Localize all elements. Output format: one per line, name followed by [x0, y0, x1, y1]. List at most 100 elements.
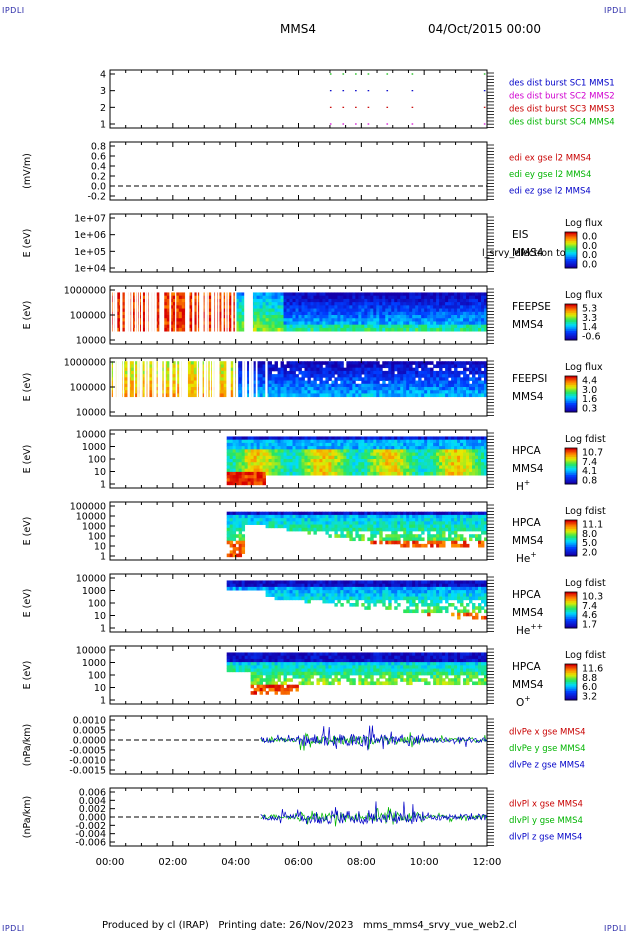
feepsi-spectrogram	[110, 358, 488, 416]
hpca_he-instrument: HPCA	[512, 517, 542, 529]
hpca_hepp-cbar-tick: 7.4	[582, 601, 597, 612]
feepsi-cbar-cell	[565, 390, 577, 393]
hpca_o-spacecraft: MMS4	[512, 679, 544, 691]
hpca_hepp-cbar-cell	[565, 608, 577, 611]
burst-burst-mark	[483, 90, 486, 92]
feepse-cbar-cell	[565, 323, 577, 327]
x-tick-label-1: 02:00	[158, 857, 187, 868]
hpca_o-ytick-label: 10000	[76, 646, 106, 657]
divpi-ytick-label: 0.004	[79, 796, 106, 807]
eis-overlay-text: l_srvy_electron to	[482, 248, 566, 259]
hpca_h-ytick-label: 10	[94, 467, 106, 478]
hpca_hepp-spacecraft: MMS4	[512, 607, 544, 619]
feepse-cbar-cell	[565, 307, 577, 310]
burst-burst-mark	[411, 106, 414, 108]
hpca_he-ytick-label: 100000	[70, 502, 106, 513]
edi-ytick-label: 0.6	[91, 152, 106, 163]
hpca_he-ytick-label: 100	[88, 532, 106, 543]
hpca_h-cbar-cell	[565, 448, 577, 451]
hpca_hepp-cbar-tick: 4.6	[582, 610, 597, 621]
feepsi-cbar-title: Log flux	[565, 362, 603, 373]
hpca_h-cbar-cell	[565, 457, 577, 460]
burst-legend-1: des dist burst SC2 MMS2	[509, 92, 615, 102]
hpca_h-cbar-cell	[565, 464, 577, 467]
hpca_o-cbar-cell	[565, 667, 577, 670]
burst-ytick-label: 4	[100, 70, 106, 81]
eis-cbar-cell	[565, 251, 577, 255]
feepsi-cbar-cell	[565, 388, 577, 391]
feepsi-cbar-tick: 0.3	[582, 404, 597, 415]
burst-burst-mark	[411, 73, 414, 75]
eis-cbar-title: Log flux	[565, 218, 603, 229]
burst-burst-mark	[483, 73, 486, 75]
hpca_h-cbar-cell	[565, 467, 577, 471]
hpca_o-cbar-cell	[565, 676, 577, 679]
eis-cbar-cell	[565, 235, 577, 238]
divpi-legend-1: dlvPl y gse MMS4	[509, 816, 583, 826]
feepse-cbar-cell	[565, 332, 577, 336]
hpca_h-cbar-cell	[565, 473, 577, 476]
hpca_hepp-instrument: HPCA	[512, 589, 542, 601]
hpca_hepp-cbar-title: Log fdist	[565, 578, 606, 589]
feepse-cbar-cell	[565, 336, 577, 339]
corner-tag-tl: IPDLI	[2, 6, 25, 15]
hpca_h-instrument: HPCA	[512, 445, 542, 457]
burst-burst-mark	[483, 106, 486, 108]
eis-cbar-cell	[565, 233, 577, 237]
burst-ytick-label: 1	[100, 120, 106, 131]
edi-ytick-label: 0.0	[91, 182, 106, 193]
corner-tag-br: IPDLI	[604, 924, 627, 933]
feepse-cbar-cell	[565, 331, 577, 334]
feepsi-cbar-cell	[565, 385, 577, 388]
eis-cbar-cell	[565, 232, 577, 235]
hpca_o-cbar-tick: 11.6	[582, 664, 603, 675]
eis-cbar-cell	[565, 242, 577, 246]
feepse-cbar-cell	[565, 338, 577, 341]
burst-legend-2: des dist burst SC3 MMS3	[509, 104, 615, 114]
eis-cbar-tick: 0.0	[582, 232, 597, 243]
hpca_h-cbar-title: Log fdist	[565, 434, 606, 445]
hpca_he-cbar-frame	[564, 519, 578, 557]
divpi-legend-0: dlvPl x gse MMS4	[509, 799, 583, 809]
hpca_he-cbar-cell	[565, 543, 577, 546]
feepse-cbar-tick: 5.3	[582, 304, 597, 315]
hpca_o-cbar-cell	[565, 680, 577, 683]
hpca_hepp-cbar-cell	[565, 617, 577, 620]
hpca_o-cbar-cell	[565, 687, 577, 690]
hpca_h-cbar-cell	[565, 482, 577, 485]
hpca_hepp-ytick-label: 10	[94, 611, 106, 622]
hpca_o-ytick-label: 1	[100, 696, 106, 707]
eis-cbar-cell	[565, 260, 577, 264]
burst-ytick-label: 2	[100, 103, 106, 114]
eis-cbar-cell	[565, 250, 577, 253]
feepsi-cbar-cell	[565, 386, 577, 390]
eis-cbar-cell	[565, 262, 577, 265]
eis-instrument: EIS	[512, 229, 529, 241]
feepse-spacecraft: MMS4	[512, 319, 544, 331]
feepse-cbar-cell	[565, 322, 577, 325]
hpca_he-cbar-cell	[565, 529, 577, 532]
hpca_he-cbar-cell	[565, 550, 577, 553]
hpca_o-species: O+	[516, 694, 531, 709]
burst-burst-mark	[329, 90, 332, 92]
spacecraft-title: MMS4	[280, 22, 316, 36]
hpca_he-cbar-cell	[565, 525, 577, 528]
feepsi-ytick-label: 1000000	[64, 358, 106, 369]
hpca_hepp-species: He++	[516, 622, 543, 637]
divpe-ytick-label: -0.0010	[69, 756, 106, 767]
corner-tag-bl: IPDLI	[2, 924, 25, 933]
hpca_h-cbar-cell	[565, 458, 577, 462]
hpca_he-cbar-cell	[565, 520, 577, 523]
burst-burst-mark	[355, 106, 357, 108]
hpca_h-cbar-cell	[565, 476, 577, 480]
burst-burst-mark	[355, 73, 357, 75]
hpca_h-cbar-cell	[565, 480, 577, 483]
hpca_h-cbar-frame	[564, 447, 578, 485]
x-tick-label-6: 12:00	[473, 857, 502, 868]
divpi-series-z_comp	[260, 801, 488, 825]
hpca_h-ytick-label: 100	[88, 455, 106, 466]
eis-cbar-cell	[565, 244, 577, 247]
eis-cbar-tick: 0.0	[582, 241, 597, 252]
feepse-ylabel: E (eV)	[22, 301, 33, 330]
